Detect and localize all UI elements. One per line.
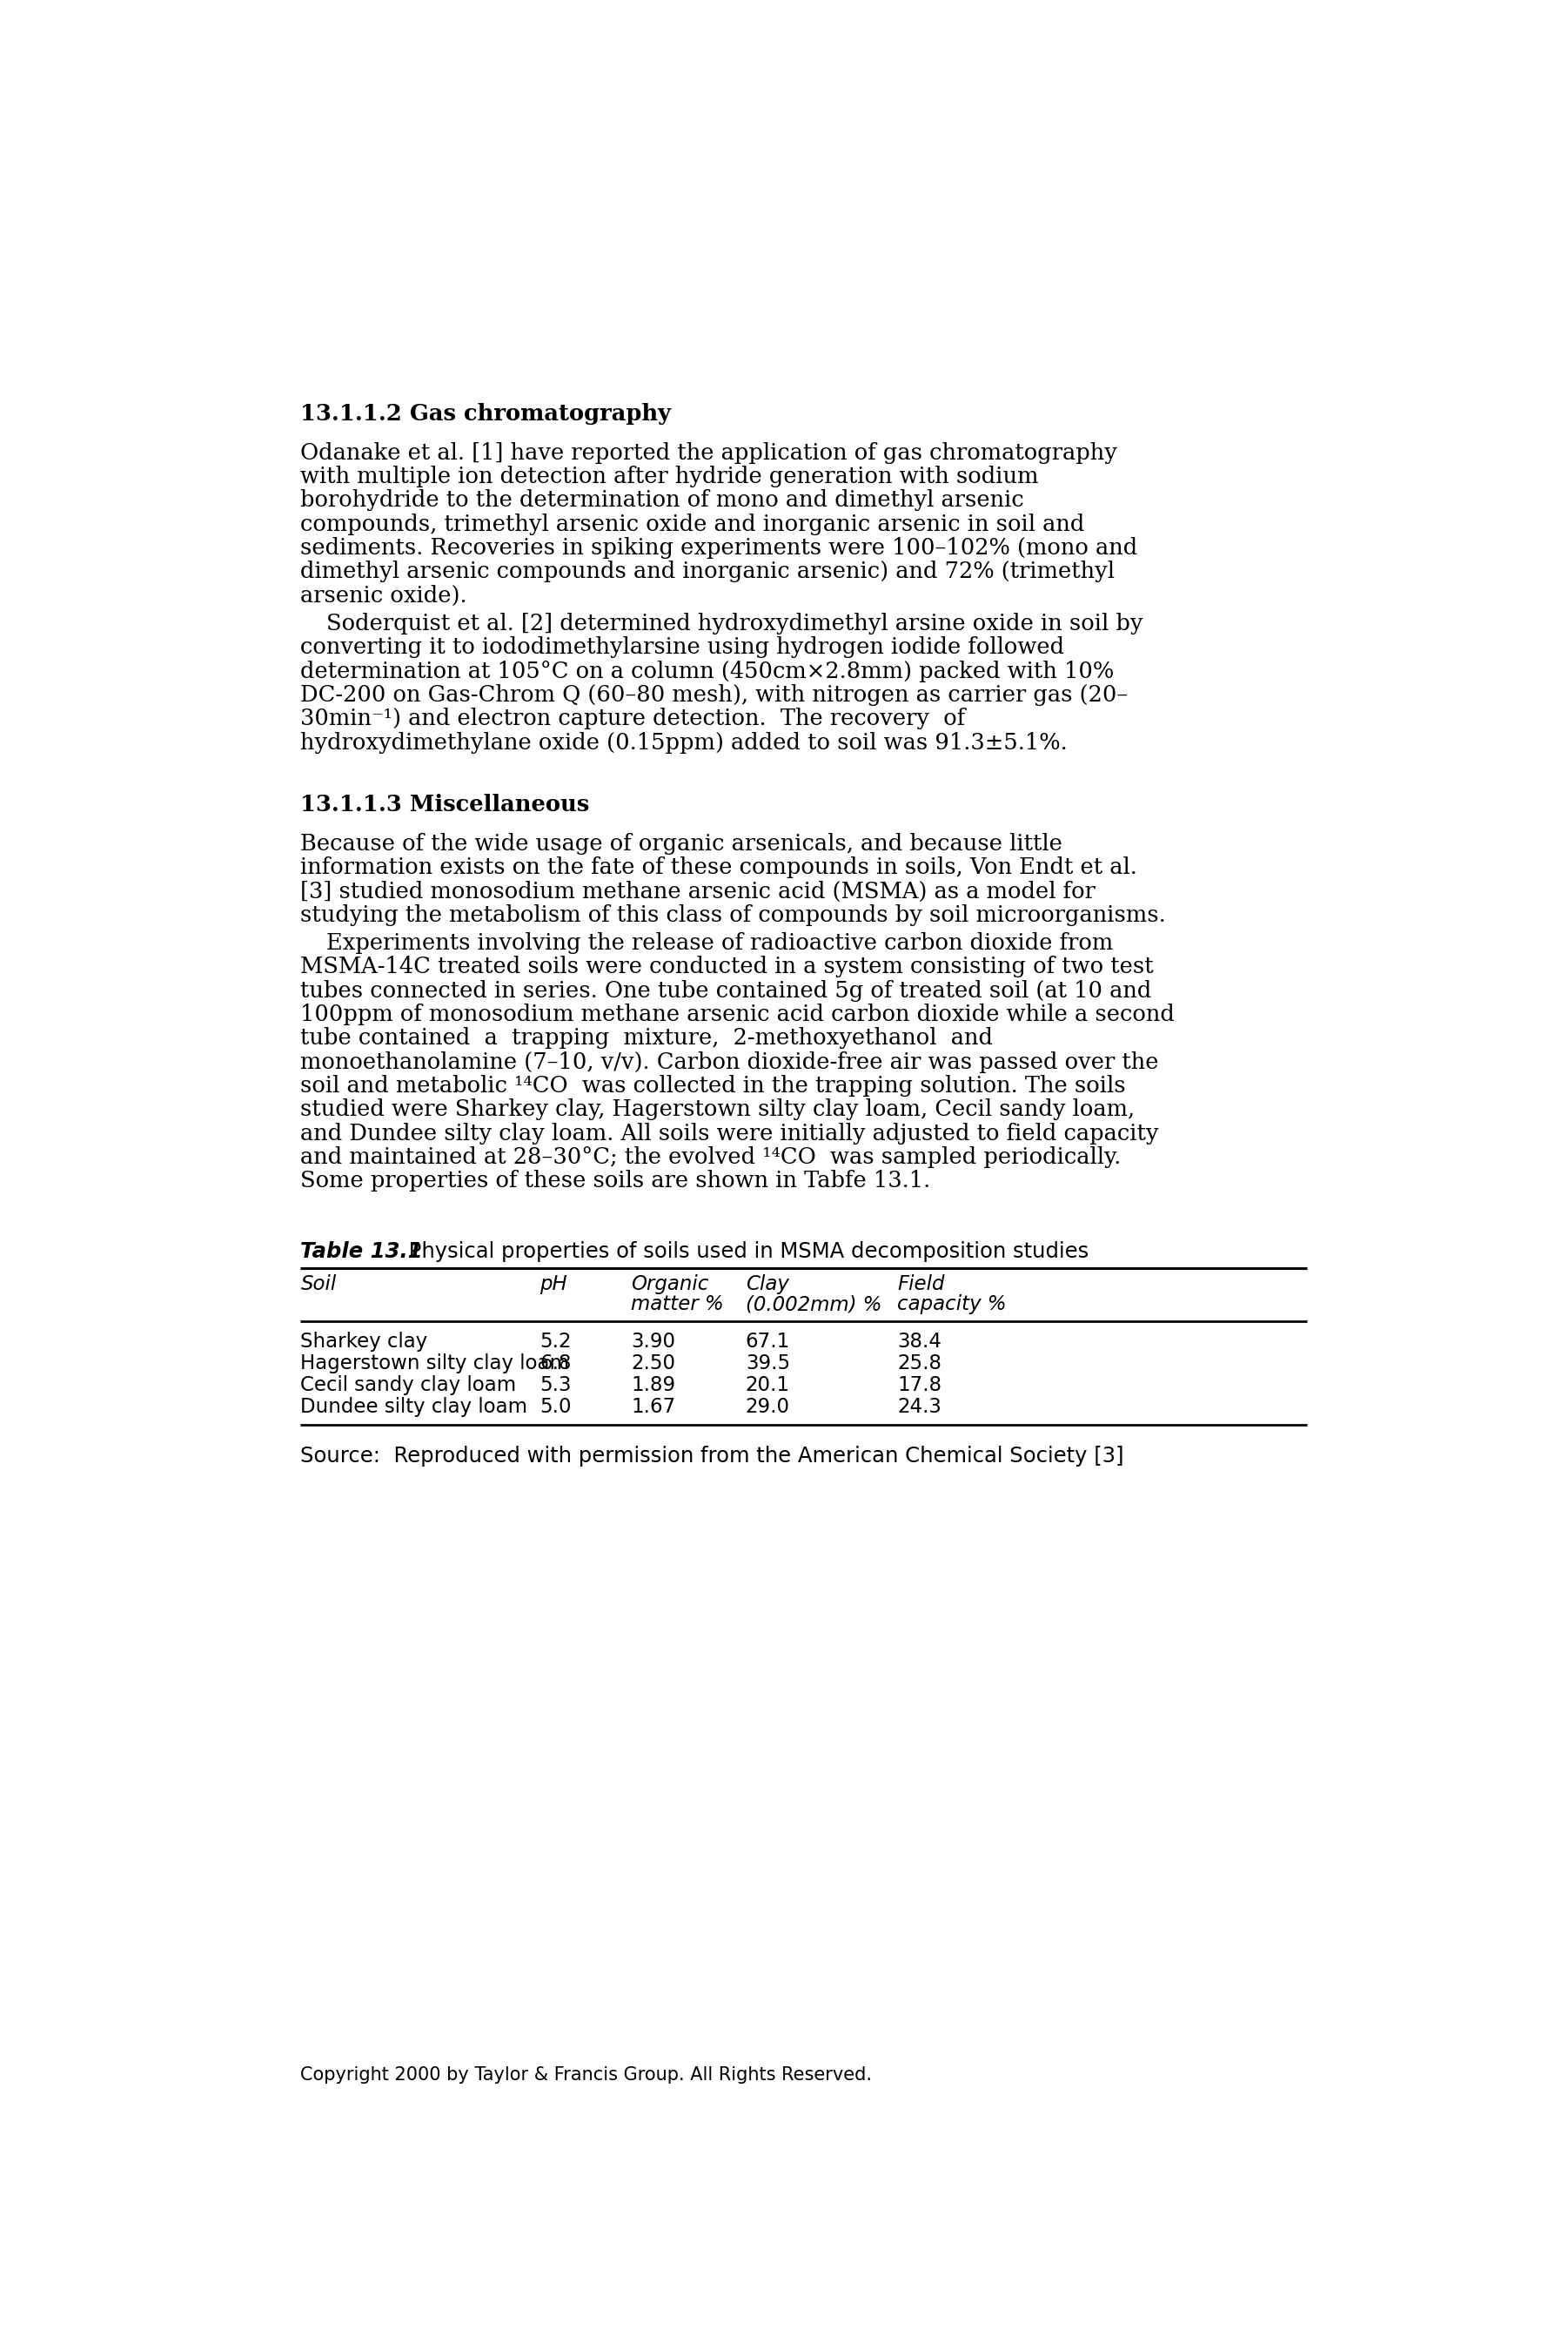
- Text: and maintained at 28–30°C; the evolved ¹⁴CO  was sampled periodically.: and maintained at 28–30°C; the evolved ¹…: [301, 1147, 1121, 1168]
- Text: 20.1: 20.1: [746, 1375, 790, 1396]
- Text: Odanake et al. [1] have reported the application of gas chromatography: Odanake et al. [1] have reported the app…: [301, 442, 1118, 463]
- Text: capacity %: capacity %: [897, 1295, 1007, 1314]
- Text: converting it to iododimethylarsine using hydrogen iodide followed: converting it to iododimethylarsine usin…: [301, 637, 1065, 658]
- Text: Soil: Soil: [301, 1274, 337, 1295]
- Text: 25.8: 25.8: [897, 1354, 942, 1372]
- Text: sediments. Recoveries in spiking experiments were 100–102% (mono and: sediments. Recoveries in spiking experim…: [301, 538, 1138, 559]
- Text: Experiments involving the release of radioactive carbon dioxide from: Experiments involving the release of rad…: [326, 933, 1113, 954]
- Text: Some properties of these soils are shown in Tabfe 13.1.: Some properties of these soils are shown…: [301, 1170, 931, 1191]
- Text: (0.002mm) %: (0.002mm) %: [746, 1295, 881, 1314]
- Text: 1.67: 1.67: [630, 1396, 676, 1417]
- Text: 29.0: 29.0: [746, 1396, 790, 1417]
- Text: borohydride to the determination of mono and dimethyl arsenic: borohydride to the determination of mono…: [301, 489, 1024, 512]
- Text: Field: Field: [897, 1274, 946, 1295]
- Text: Copyright 2000 by Taylor & Francis Group. All Rights Reserved.: Copyright 2000 by Taylor & Francis Group…: [301, 2066, 872, 2084]
- Text: 5.3: 5.3: [539, 1375, 572, 1396]
- Text: Sharkey clay: Sharkey clay: [301, 1332, 428, 1351]
- Text: Table 13.1: Table 13.1: [301, 1241, 423, 1262]
- Text: 17.8: 17.8: [897, 1375, 942, 1396]
- Text: 13.1.1.2 Gas chromatography: 13.1.1.2 Gas chromatography: [301, 402, 671, 425]
- Text: 39.5: 39.5: [746, 1354, 790, 1372]
- Text: Dundee silty clay loam: Dundee silty clay loam: [301, 1396, 528, 1417]
- Text: matter %: matter %: [630, 1295, 724, 1314]
- Text: studied were Sharkey clay, Hagerstown silty clay loam, Cecil sandy loam,: studied were Sharkey clay, Hagerstown si…: [301, 1100, 1135, 1121]
- Text: 6.8: 6.8: [539, 1354, 572, 1372]
- Text: Because of the wide usage of organic arsenicals, and because little: Because of the wide usage of organic ars…: [301, 832, 1063, 855]
- Text: soil and metabolic ¹⁴CO  was collected in the trapping solution. The soils: soil and metabolic ¹⁴CO was collected in…: [301, 1074, 1126, 1097]
- Text: dimethyl arsenic compounds and inorganic arsenic) and 72% (trimethyl: dimethyl arsenic compounds and inorganic…: [301, 562, 1115, 583]
- Text: Soderquist et al. [2] determined hydroxydimethyl arsine oxide in soil by: Soderquist et al. [2] determined hydroxy…: [326, 613, 1143, 635]
- Text: MSMA-14C treated soils were conducted in a system consisting of two test: MSMA-14C treated soils were conducted in…: [301, 956, 1154, 978]
- Text: 67.1: 67.1: [746, 1332, 790, 1351]
- Text: studying the metabolism of this class of compounds by soil microorganisms.: studying the metabolism of this class of…: [301, 905, 1167, 926]
- Text: Organic: Organic: [630, 1274, 709, 1295]
- Text: monoethanolamine (7–10, v/v). Carbon dioxide-free air was passed over the: monoethanolamine (7–10, v/v). Carbon dio…: [301, 1050, 1159, 1074]
- Text: 100ppm of monosodium methane arsenic acid carbon dioxide while a second: 100ppm of monosodium methane arsenic aci…: [301, 1003, 1174, 1025]
- Text: and Dundee silty clay loam. All soils were initially adjusted to field capacity: and Dundee silty clay loam. All soils we…: [301, 1123, 1159, 1144]
- Text: Cecil sandy clay loam: Cecil sandy clay loam: [301, 1375, 516, 1396]
- Text: 24.3: 24.3: [897, 1396, 942, 1417]
- Text: information exists on the fate of these compounds in soils, Von Endt et al.: information exists on the fate of these …: [301, 858, 1137, 879]
- Text: 2.50: 2.50: [630, 1354, 676, 1372]
- Text: compounds, trimethyl arsenic oxide and inorganic arsenic in soil and: compounds, trimethyl arsenic oxide and i…: [301, 512, 1085, 536]
- Text: Hagerstown silty clay loam: Hagerstown silty clay loam: [301, 1354, 569, 1372]
- Text: Source:  Reproduced with permission from the American Chemical Society [3]: Source: Reproduced with permission from …: [301, 1445, 1124, 1466]
- Text: hydroxydimethylane oxide (0.15ppm) added to soil was 91.3±5.1%.: hydroxydimethylane oxide (0.15ppm) added…: [301, 731, 1068, 754]
- Text: with multiple ion detection after hydride generation with sodium: with multiple ion detection after hydrid…: [301, 465, 1040, 486]
- Text: [3] studied monosodium methane arsenic acid (MSMA) as a model for: [3] studied monosodium methane arsenic a…: [301, 881, 1096, 902]
- Text: 5.0: 5.0: [539, 1396, 572, 1417]
- Text: 1.89: 1.89: [630, 1375, 676, 1396]
- Text: DC-200 on Gas-Chrom Q (60–80 mesh), with nitrogen as carrier gas (20–: DC-200 on Gas-Chrom Q (60–80 mesh), with…: [301, 684, 1129, 705]
- Text: Physical properties of soils used in MSMA decomposition studies: Physical properties of soils used in MSM…: [401, 1241, 1088, 1262]
- Text: Clay: Clay: [746, 1274, 789, 1295]
- Text: 5.2: 5.2: [539, 1332, 572, 1351]
- Text: 30min⁻¹) and electron capture detection.  The recovery  of: 30min⁻¹) and electron capture detection.…: [301, 707, 966, 728]
- Text: tube contained  a  trapping  mixture,  2-methoxyethanol  and: tube contained a trapping mixture, 2-met…: [301, 1027, 993, 1048]
- Text: determination at 105°C on a column (450cm×2.8mm) packed with 10%: determination at 105°C on a column (450c…: [301, 660, 1115, 681]
- Text: 13.1.1.3 Miscellaneous: 13.1.1.3 Miscellaneous: [301, 794, 590, 815]
- Text: 38.4: 38.4: [897, 1332, 942, 1351]
- Text: 3.90: 3.90: [630, 1332, 676, 1351]
- Text: tubes connected in series. One tube contained 5g of treated soil (at 10 and: tubes connected in series. One tube cont…: [301, 980, 1152, 1001]
- Text: pH: pH: [539, 1274, 568, 1295]
- Text: arsenic oxide).: arsenic oxide).: [301, 585, 467, 606]
